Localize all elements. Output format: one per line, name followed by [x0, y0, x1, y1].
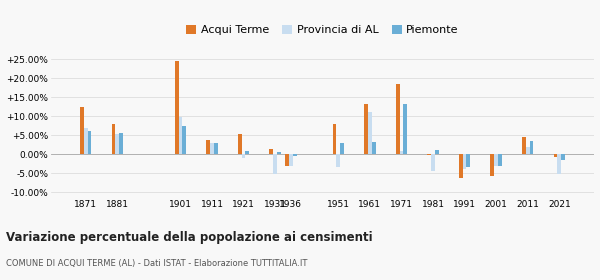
- Bar: [490, 154, 494, 176]
- Bar: [459, 154, 463, 178]
- Bar: [206, 140, 210, 154]
- Bar: [435, 150, 439, 154]
- Bar: [273, 154, 277, 174]
- Bar: [112, 125, 115, 154]
- Bar: [210, 143, 214, 154]
- Bar: [530, 141, 533, 154]
- Bar: [269, 149, 273, 154]
- Bar: [526, 147, 530, 154]
- Bar: [554, 154, 557, 157]
- Bar: [245, 151, 249, 154]
- Text: COMUNE DI ACQUI TERME (AL) - Dati ISTAT - Elaborazione TUTTITALIA.IT: COMUNE DI ACQUI TERME (AL) - Dati ISTAT …: [6, 259, 307, 268]
- Bar: [115, 134, 119, 154]
- Bar: [182, 126, 186, 154]
- Bar: [175, 61, 179, 154]
- Text: Variazione percentuale della popolazione ai censimenti: Variazione percentuale della popolazione…: [6, 231, 373, 244]
- Bar: [403, 104, 407, 154]
- Bar: [80, 107, 84, 154]
- Bar: [431, 154, 435, 171]
- Bar: [494, 154, 498, 166]
- Bar: [463, 154, 466, 169]
- Bar: [337, 154, 340, 167]
- Bar: [396, 84, 400, 154]
- Bar: [498, 154, 502, 165]
- Bar: [289, 154, 293, 165]
- Bar: [364, 104, 368, 154]
- Bar: [557, 154, 561, 174]
- Bar: [561, 154, 565, 160]
- Bar: [179, 117, 182, 154]
- Bar: [238, 134, 242, 154]
- Bar: [214, 143, 218, 154]
- Bar: [242, 154, 245, 158]
- Bar: [400, 151, 403, 154]
- Bar: [368, 111, 372, 154]
- Bar: [466, 154, 470, 167]
- Bar: [522, 137, 526, 154]
- Bar: [332, 124, 337, 154]
- Legend: Acqui Terme, Provincia di AL, Piemonte: Acqui Terme, Provincia di AL, Piemonte: [182, 20, 463, 40]
- Bar: [340, 143, 344, 154]
- Bar: [84, 127, 88, 154]
- Bar: [285, 154, 289, 166]
- Bar: [293, 154, 296, 156]
- Bar: [427, 154, 431, 155]
- Bar: [119, 133, 123, 154]
- Bar: [372, 142, 376, 154]
- Bar: [88, 130, 91, 154]
- Bar: [277, 152, 281, 154]
